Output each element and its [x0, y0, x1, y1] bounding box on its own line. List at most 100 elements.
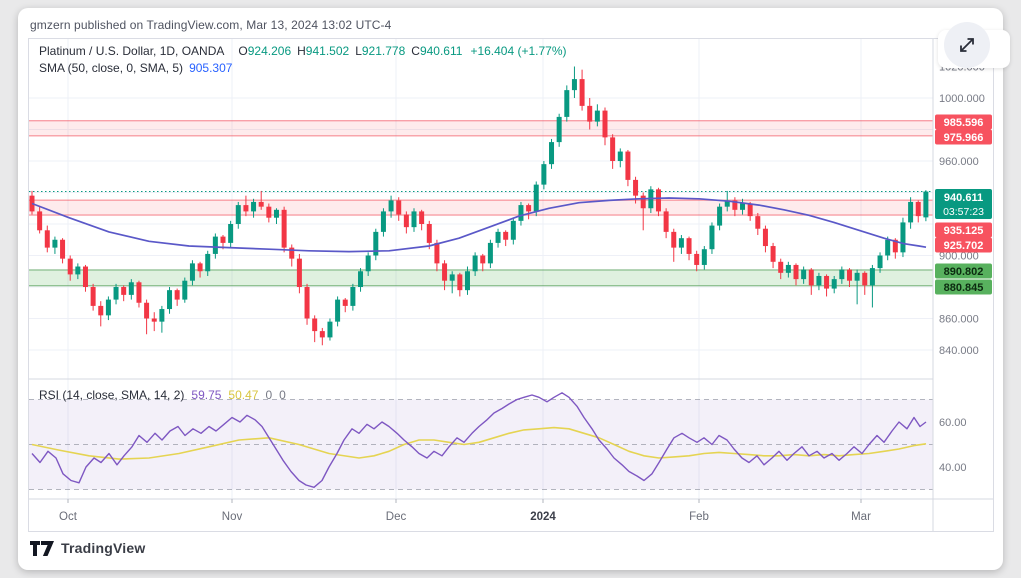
candle-body	[610, 137, 616, 161]
candle-body	[663, 211, 669, 232]
time-axis-label[interactable]: Mar	[851, 511, 871, 523]
price-axis-label: 1000.000	[939, 93, 985, 105]
rsi-line	[31, 392, 927, 488]
candle-body	[312, 318, 318, 332]
candle-body	[793, 264, 799, 280]
candle-body	[251, 201, 257, 212]
candle-body	[808, 269, 814, 286]
candle-body	[602, 110, 608, 138]
candle-body	[633, 179, 639, 196]
candle-body	[617, 151, 623, 161]
candle-body	[434, 242, 440, 264]
candle-body	[915, 201, 921, 217]
time-axis-label[interactable]: Nov	[222, 511, 243, 523]
candle-body	[52, 239, 58, 248]
price-badge-value: 925.702	[944, 240, 984, 252]
high-value: 941.502	[305, 44, 350, 58]
chart-canvas[interactable]: 1020.0001000.000960.000900.000860.000840…	[28, 38, 994, 532]
price-badge-countdown: 03:57:23	[943, 206, 984, 218]
candle-body	[144, 302, 150, 319]
rsi-axis-label: 60.00	[939, 417, 967, 429]
candle-body	[235, 205, 241, 224]
candle-body	[824, 275, 830, 289]
candle-body	[319, 331, 325, 338]
candle-body	[304, 287, 310, 319]
sma-legend: SMA (50, close, 0, SMA, 5) 905.307	[39, 61, 232, 75]
candle-body	[625, 151, 631, 180]
candle-body	[564, 90, 570, 117]
candle-body	[762, 228, 768, 247]
time-axis-label[interactable]: 2024	[530, 511, 556, 523]
price-badge	[935, 237, 992, 253]
rsi-legend: RSI (14, close, SMA, 14, 2) 59.75 50.47 0 0	[39, 388, 286, 402]
high-label: H	[297, 44, 306, 58]
candle-body	[419, 211, 425, 224]
price-badge-value: 985.596	[944, 117, 984, 129]
rsi-value: 59.75	[191, 388, 222, 402]
candle-body	[121, 287, 127, 295]
tradingview-logo-icon	[30, 540, 54, 556]
rsi-label[interactable]: RSI (14, close, SMA, 14, 2)	[39, 388, 185, 402]
candle-body	[755, 216, 761, 229]
candle-body	[273, 209, 279, 218]
candle-body	[442, 263, 448, 281]
candle-body	[82, 266, 88, 287]
low-label: L	[355, 44, 362, 58]
candle-body	[747, 203, 753, 217]
rsi-ma-value: 50.47	[228, 388, 259, 402]
sma-label[interactable]: SMA (50, close, 0, SMA, 5)	[39, 61, 184, 75]
candle-body	[526, 205, 532, 212]
candle-body	[717, 206, 723, 226]
candle-body	[258, 201, 264, 207]
candle-body	[167, 290, 173, 310]
candle-body	[182, 280, 188, 300]
candle-body	[472, 255, 478, 272]
price-band	[29, 120, 933, 136]
candle-body	[350, 287, 356, 306]
low-value: 921.778	[361, 44, 406, 58]
candle-body	[671, 231, 677, 248]
candle-body	[174, 290, 180, 300]
symbol-name[interactable]: Platinum / U.S. Dollar, 1D, OANDA	[39, 44, 225, 58]
expand-button[interactable]	[944, 22, 990, 68]
candle-body	[136, 282, 142, 303]
candle-body	[98, 305, 104, 316]
rsi-ma-line	[31, 426, 927, 460]
sma-value: 905.307	[189, 61, 233, 75]
candle-body	[113, 287, 119, 300]
publication-header: gmzern published on TradingView.com, Mar…	[30, 18, 392, 32]
candle-body	[510, 220, 516, 240]
symbol-legend: Platinum / U.S. Dollar, 1D, OANDA O924.20…	[39, 44, 567, 58]
candle-body	[60, 239, 66, 259]
candle-body	[373, 231, 379, 256]
price-badge-value: 940.611	[944, 192, 983, 204]
candle-body	[396, 200, 402, 215]
candle-body	[877, 255, 883, 269]
price-badge-value: 890.802	[944, 266, 984, 278]
candle-body	[839, 269, 845, 280]
candle-body	[487, 242, 493, 264]
candle-body	[128, 282, 134, 295]
candle-body	[571, 79, 577, 91]
candle-body	[205, 253, 211, 272]
tradingview-brand-text[interactable]: TradingView	[61, 540, 146, 556]
price-badge	[935, 114, 992, 130]
candle-body	[358, 271, 364, 287]
price-axis-label: 900.000	[939, 251, 979, 263]
candle-body	[724, 200, 730, 207]
price-and-rsi-plot: 1020.0001000.000960.000900.000860.000840…	[29, 39, 993, 531]
time-axis-label[interactable]: Oct	[59, 511, 78, 523]
time-axis-label[interactable]: Feb	[689, 511, 709, 523]
candle-body	[388, 200, 394, 212]
price-badge-value: 975.966	[944, 132, 984, 144]
open-value: 924.206	[247, 44, 292, 58]
open-label: O	[238, 44, 248, 58]
candle-body	[686, 238, 692, 254]
price-axis-label: 960.000	[939, 156, 979, 168]
candle-body	[380, 211, 386, 232]
candle-body	[105, 299, 111, 316]
sma50-line	[31, 197, 927, 253]
time-axis-label[interactable]: Dec	[386, 511, 407, 523]
rsi-upper-band-value: 0	[265, 388, 273, 402]
candle-body	[801, 269, 807, 280]
